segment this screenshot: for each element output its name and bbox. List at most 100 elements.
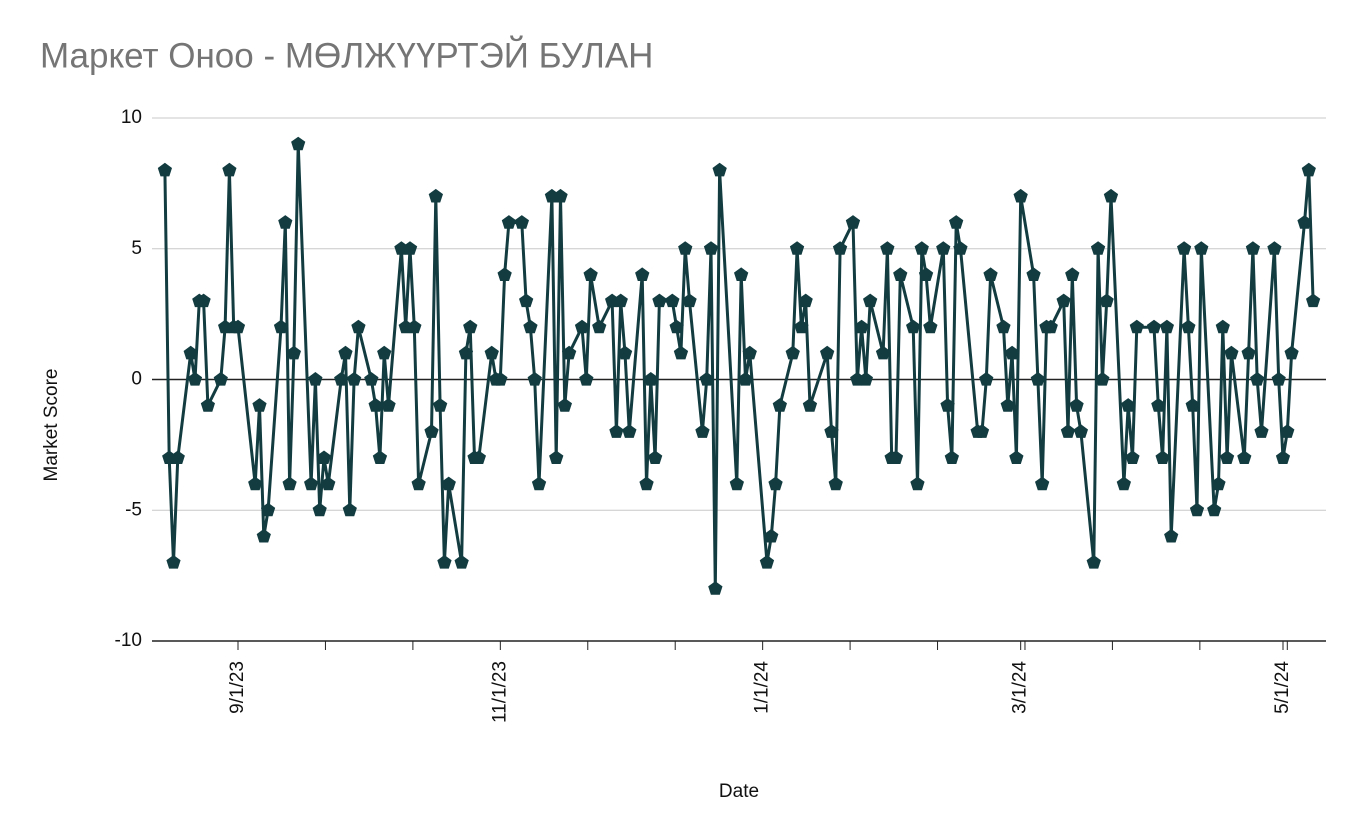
point-marker [863,293,878,308]
point-marker [282,476,297,491]
point-marker [501,215,517,229]
point-marker [652,293,667,308]
point-marker [673,345,689,360]
point-marker [635,267,650,281]
point-marker [1194,241,1209,255]
y-tick-label: -5 [125,499,142,520]
point-marker [316,450,332,464]
point-marker [273,319,289,334]
point-marker [936,241,951,255]
point-marker [824,424,839,438]
point-marker [1009,450,1024,464]
point-marker [230,319,246,334]
y-axis-title: Market Score [41,369,62,482]
point-marker [1267,241,1282,255]
point-marker [764,528,779,543]
point-marker [1275,450,1291,464]
point-marker [1069,398,1084,412]
point-marker [458,345,474,360]
point-marker [334,372,349,386]
point-marker [200,398,215,412]
point-marker [1301,162,1316,177]
point-marker [682,293,697,308]
point-marker [1220,450,1235,464]
point-marker [261,502,276,517]
point-marker [213,372,228,386]
point-marker [910,476,925,491]
x-axis-title: Date [719,781,759,802]
point-marker [454,555,469,569]
point-marker [979,372,994,386]
point-marker [579,372,594,386]
point-marker [291,136,306,151]
point-marker [497,267,512,281]
point-marker [798,293,813,308]
x-tick-label: 3/1/24 [1010,661,1031,714]
point-marker [789,241,805,255]
point-marker [1125,450,1140,464]
point-marker [888,450,904,464]
point-marker [944,450,959,464]
point-marker [1177,241,1192,255]
point-marker [708,581,723,595]
point-marker [953,241,968,255]
x-tick-label: 11/1/23 [489,661,510,723]
point-marker [441,476,456,491]
point-marker [1116,476,1131,491]
point-marker [424,424,439,438]
point-marker [832,241,848,255]
point-marker [338,345,353,360]
point-marker [648,450,663,464]
point-marker [828,476,843,491]
point-marker [377,345,392,360]
x-tick-label: 5/1/24 [1272,661,1293,714]
point-marker [1284,345,1299,360]
point-marker [643,372,658,386]
point-marker [1146,319,1162,334]
point-marker [734,267,749,281]
point-marker [613,293,628,308]
point-marker [553,188,568,203]
point-marker [381,398,396,412]
point-marker [484,345,499,360]
point-marker [918,267,934,281]
point-marker [256,528,271,543]
point-marker [738,372,753,386]
y-tick-label: -10 [115,630,142,651]
point-marker [1035,476,1050,491]
point-marker [1271,372,1286,386]
point-marker [1181,319,1196,334]
point-marker [523,319,538,334]
point-marker [1280,424,1295,438]
point-marker [557,398,572,412]
point-marker [669,319,684,334]
point-marker [622,424,637,438]
point-marker [729,476,744,491]
point-marker [463,319,478,334]
point-marker [1086,555,1101,569]
point-marker [1237,450,1252,464]
point-marker [342,502,357,517]
point-marker [312,502,327,517]
point-marker [187,372,203,386]
point-marker [759,555,775,569]
point-marker [252,398,267,412]
point-marker [433,398,448,412]
point-marker [364,372,379,386]
point-marker [703,241,719,255]
point-marker [974,424,990,438]
point-marker [1095,372,1110,386]
point-marker [1297,215,1312,229]
point-marker [1211,476,1226,491]
point-marker [742,345,757,360]
point-marker [514,215,529,229]
point-marker [699,372,714,386]
point-marker [802,398,818,412]
point-marker [1073,424,1088,438]
point-marker [794,319,809,334]
point-marker [785,345,800,360]
point-marker [248,476,263,491]
point-marker [196,293,211,308]
point-marker [321,476,336,491]
point-marker [304,476,319,491]
